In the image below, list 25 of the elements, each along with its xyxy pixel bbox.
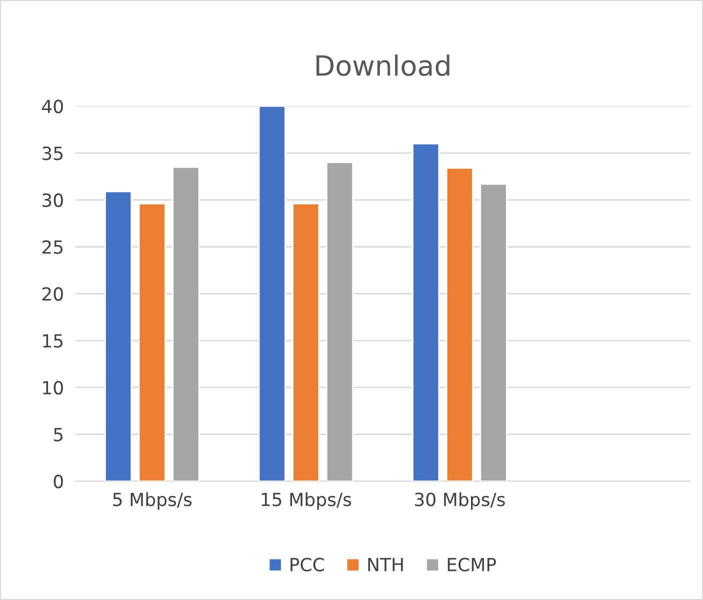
x-tick-label: 30 Mbps/s (414, 492, 505, 510)
bar (480, 183, 508, 482)
legend-label: PCC (290, 558, 324, 572)
y-tick-label: 20 (42, 287, 63, 301)
y-tick-label: 10 (43, 380, 63, 395)
legend-label: ECMP (448, 558, 496, 572)
y-tick-label: 25 (42, 240, 63, 254)
bar (104, 190, 132, 482)
y-tick-label: 15 (43, 334, 63, 348)
bar (172, 166, 200, 482)
y-tick-label: 40 (42, 100, 63, 114)
chart-title: Download (316, 54, 450, 76)
y-tick-label: 30 (42, 193, 63, 208)
legend-label: NTH (368, 558, 403, 572)
bar (326, 162, 354, 482)
bar (258, 106, 286, 482)
bar (292, 203, 320, 482)
bar (412, 143, 440, 482)
y-tick-label: 35 (42, 146, 63, 160)
y-tick-label: 5 (54, 428, 63, 442)
x-tick-label: 5 Mbps/s (113, 492, 192, 510)
bar (446, 167, 474, 482)
y-tick-label: 0 (54, 474, 63, 488)
x-tick-label: 15 Mbps/s (262, 492, 352, 510)
bar (138, 203, 166, 482)
